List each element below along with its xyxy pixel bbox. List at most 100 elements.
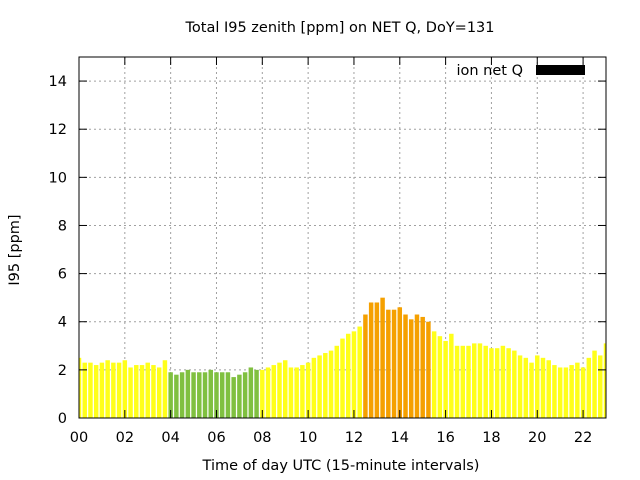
chart-title: Total I95 zenith [ppm] on NET Q, DoY=131 [185,20,495,36]
bar [99,362,105,418]
bar [156,367,162,418]
bar [128,367,133,418]
bar [93,365,99,418]
bar [397,307,403,418]
bar [168,372,173,418]
x-tick-label: 06 [207,430,225,446]
bar [506,348,511,418]
bar [265,367,271,418]
bar [483,345,488,418]
bar [254,369,259,418]
bar [111,362,116,418]
bar [517,355,523,418]
bar [260,369,265,418]
y-tick-label: 10 [49,170,67,186]
bar [139,365,145,418]
bar [368,302,374,418]
y-tick-label: 6 [58,267,67,283]
bar [489,348,494,418]
y-axis-label: I95 [ppm] [7,214,23,285]
bar [323,353,328,418]
bar [208,369,213,418]
bar [197,372,202,418]
bar [202,372,208,418]
bar [546,360,551,418]
bar [575,362,580,418]
bar [237,374,242,418]
bar [363,314,368,418]
legend: ion net Q [456,63,585,79]
y-tick-label: 0 [58,411,67,427]
bar [351,331,357,418]
bar [598,355,603,418]
bar [185,369,191,418]
bar [535,355,540,418]
bar [466,345,471,418]
x-tick-label: 14 [391,430,409,446]
bar [231,377,236,418]
bar [225,372,231,418]
bar [380,297,385,418]
y-tick-label: 14 [49,74,67,90]
bar [454,345,460,418]
bar [523,357,529,418]
bar [145,362,150,418]
bar [603,343,606,418]
bar [414,314,420,418]
bar [443,340,448,418]
bar [122,360,128,418]
bar [345,333,351,418]
bar [79,357,82,418]
bar [357,326,362,418]
bar [403,314,408,418]
bar [580,367,586,418]
bar [391,309,397,418]
legend-label: ion net Q [456,63,523,79]
bar [282,360,288,418]
bar [214,372,219,418]
x-tick-label: 08 [253,430,271,446]
bar [420,316,425,418]
bar [426,321,431,418]
bar [334,345,340,418]
y-tick-label: 2 [58,363,67,379]
bar [431,331,437,418]
x-tick-label: 16 [436,430,454,446]
bar [134,365,139,418]
y-tick-label: 12 [49,122,67,138]
bar [162,360,168,418]
y-tick-label: 4 [58,315,67,331]
plot-border [78,56,607,419]
bar [300,365,305,418]
bar [569,365,574,418]
bar [151,365,156,418]
bar [88,362,93,418]
bar [563,367,569,418]
bar [219,372,225,418]
x-tick-label: 10 [299,430,317,446]
bar [386,309,391,418]
bar [179,372,185,418]
bar [500,345,506,418]
bar [105,360,110,418]
bar [82,362,87,418]
bar [311,357,317,418]
bar [305,362,311,418]
x-tick-label: 12 [345,430,363,446]
bar [288,367,294,418]
bar [174,374,179,418]
bar [512,350,517,418]
bar [586,357,592,418]
bar [460,345,466,418]
bar [271,365,276,418]
x-tick-label: 20 [528,430,546,446]
y-tick-label: 8 [58,218,67,234]
bar [328,350,334,418]
bar [592,350,597,418]
bar [472,343,477,418]
bar [552,365,557,418]
bar [340,338,345,418]
x-axis-label: Time of day UTC (15-minute intervals) [202,458,480,474]
x-tick-label: 04 [161,430,179,446]
